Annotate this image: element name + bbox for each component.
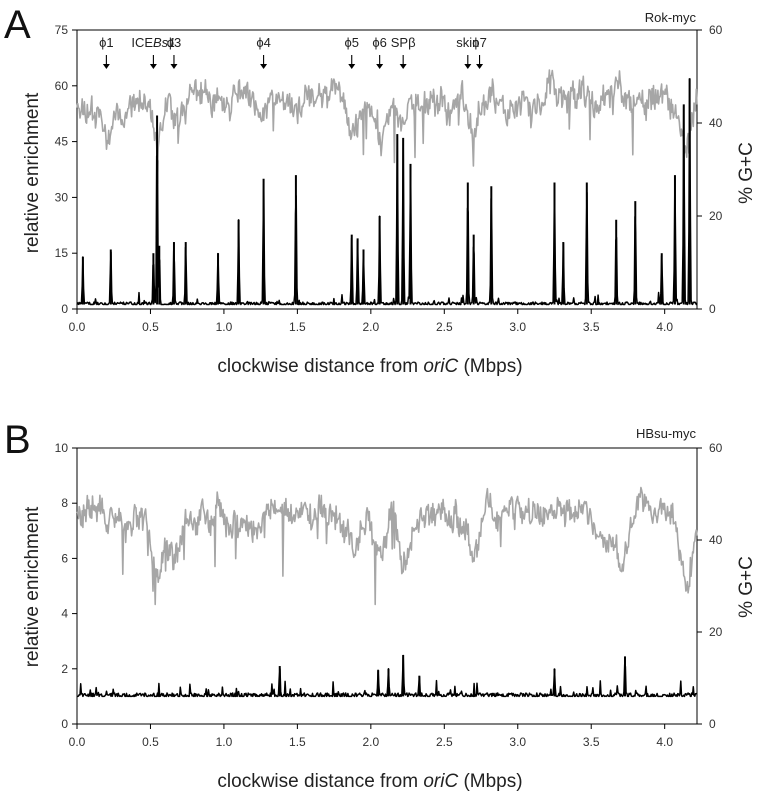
strain-label-a: Rok-myc [645, 10, 697, 25]
x-tick-label: 3.5 [583, 735, 600, 749]
annotation-label: skin [456, 35, 479, 50]
x-tick-label: 3.0 [509, 320, 526, 334]
y-tick-label-left: 6 [61, 551, 68, 565]
y-tick-label-left: 75 [55, 23, 69, 37]
x-tick-label: 0.5 [142, 320, 159, 334]
annotation-label: ICEBs1 [131, 35, 175, 50]
x-tick-label: 4.0 [656, 735, 673, 749]
gc-content-line [76, 69, 698, 185]
annotation-label: ϕ1 [99, 35, 114, 50]
y-tick-label-right: 60 [709, 23, 723, 37]
x-tick-label: 1.5 [289, 735, 306, 749]
y-axis-label-right-a: % G+C [736, 142, 757, 204]
y-tick-label-right: 0 [709, 302, 716, 316]
y-tick-label-left: 8 [61, 496, 68, 510]
annotation-arrowhead [399, 64, 407, 69]
plot-frame [76, 447, 698, 725]
y-tick-label-left: 4 [61, 607, 68, 621]
y-tick-label-left: 0 [61, 717, 68, 731]
panel-letter-b: B [4, 418, 31, 462]
panel-a: A Rok-myc clockwise distance from oriC (… [4, 3, 757, 377]
y-tick-label-right: 20 [709, 625, 723, 639]
annotation-arrowhead [170, 64, 178, 69]
y-tick-label-left: 2 [61, 662, 68, 676]
plot-frame [76, 29, 698, 310]
x-tick-label: 1.0 [216, 320, 233, 334]
annotation-arrowhead [102, 64, 110, 69]
x-tick-label: 2.0 [362, 735, 379, 749]
annotation-arrowhead [348, 64, 356, 69]
y-tick-label-right: 20 [709, 209, 723, 223]
x-tick-label: 4.0 [656, 320, 673, 334]
annotation-arrowhead [464, 64, 472, 69]
panel-b: B HBsu-myc clockwise distance from oriC … [4, 418, 757, 792]
y-tick-label-left: 15 [55, 246, 69, 260]
y-tick-label-left: 0 [61, 302, 68, 316]
annotation-label: ϕ5 [344, 35, 359, 50]
annotation-arrowhead [260, 64, 268, 69]
enrichment-line [76, 78, 698, 306]
enrichment-line [76, 654, 698, 698]
x-axis-label-a: clockwise distance from oriC (Mbps) [217, 356, 522, 377]
x-tick-label: 1.5 [289, 320, 306, 334]
y-tick-label-right: 40 [709, 533, 723, 547]
panel-letter-a: A [4, 3, 31, 47]
annotation-label: ϕ7 [472, 35, 487, 50]
strain-label-b: HBsu-myc [636, 426, 696, 441]
x-tick-label: 2.0 [362, 320, 379, 334]
annotation-arrowhead [476, 64, 484, 69]
annotation-label: ϕ3 [167, 35, 182, 50]
x-tick-label: 0.0 [69, 735, 86, 749]
y-axis-label-left-a: relative enrichment [22, 92, 43, 253]
x-tick-label: 0.5 [142, 735, 159, 749]
x-tick-label: 3.0 [509, 735, 526, 749]
annotation-arrowhead [149, 64, 157, 69]
y-tick-label-right: 60 [709, 441, 723, 455]
x-tick-label: 1.0 [216, 735, 233, 749]
y-tick-label-left: 10 [55, 441, 69, 455]
x-tick-label: 0.0 [69, 320, 86, 334]
annotation-label: SPβ [391, 35, 416, 50]
x-tick-label: 3.5 [583, 320, 600, 334]
x-tick-label: 2.5 [436, 735, 453, 749]
y-tick-label-right: 40 [709, 116, 723, 130]
y-tick-label-left: 60 [55, 79, 69, 93]
y-tick-label-right: 0 [709, 717, 716, 731]
y-tick-label-left: 30 [55, 190, 69, 204]
annotation-label: ϕ6 [372, 35, 387, 50]
y-axis-label-left-b: relative enrichment [22, 506, 43, 667]
x-axis-label-b: clockwise distance from oriC (Mbps) [217, 771, 522, 792]
y-axis-label-right-b: % G+C [736, 556, 757, 618]
annotation-label: ϕ4 [256, 35, 271, 50]
y-tick-label-left: 45 [55, 135, 69, 149]
x-tick-label: 2.5 [436, 320, 453, 334]
gc-content-line [76, 486, 698, 606]
annotation-arrowhead [376, 64, 384, 69]
